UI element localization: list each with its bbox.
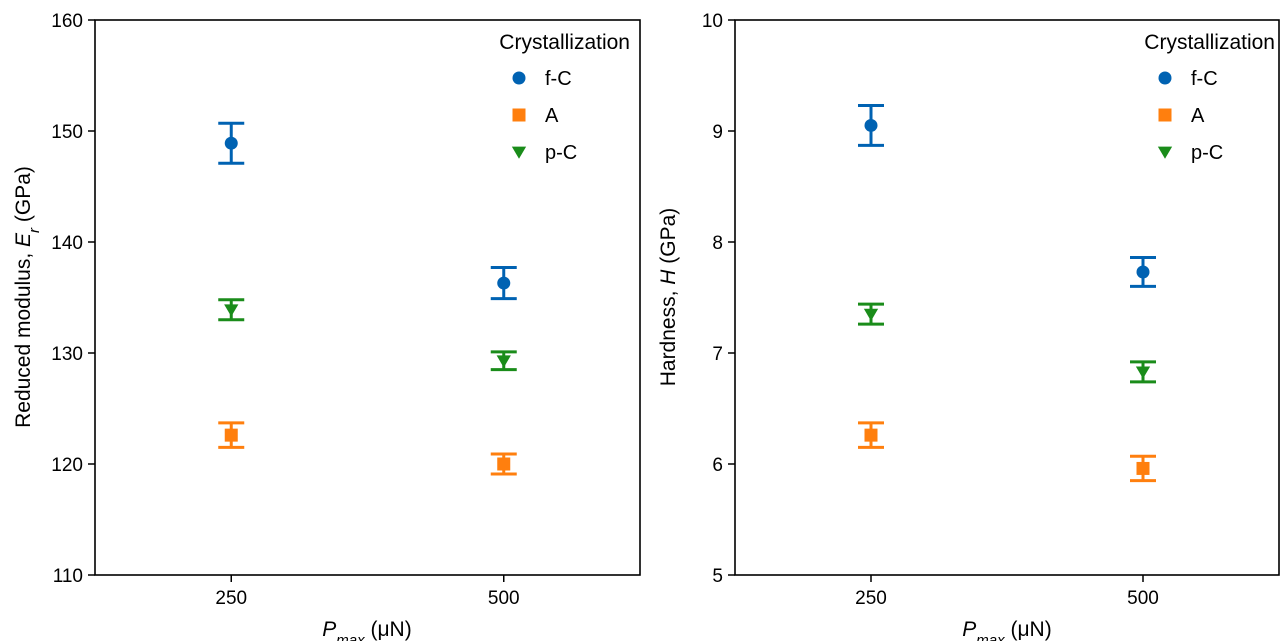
hardness-legend-title: Crystallization	[1144, 31, 1275, 54]
modulus-legend-entry-A: A	[512, 105, 559, 127]
hardness-y-tick-label: 7	[712, 344, 723, 365]
modulus-legend-title: Crystallization	[499, 31, 630, 54]
hardness-y-tick-label: 10	[702, 11, 723, 32]
modulus-y-tick-label: 120	[51, 455, 83, 476]
hardness-y-tick-label: 8	[712, 233, 723, 254]
data-point-triangle-down	[863, 308, 879, 321]
modulus-point-f-C-250	[218, 121, 245, 165]
hardness-legend-entry-A: A	[1158, 105, 1205, 127]
hardness-point-p-C-250	[858, 302, 884, 326]
modulus-data-marks	[218, 121, 517, 476]
modulus-y-axis-label: Reduced modulus, Er (GPa)	[12, 166, 43, 428]
hardness-y-tick-label: 5	[712, 566, 723, 587]
hardness-x-tick-label: 500	[1127, 588, 1159, 609]
data-point-square	[864, 428, 878, 442]
hardness-legend-items: f-C Ap-C	[1157, 68, 1223, 164]
legend-marker-circle	[1158, 71, 1172, 85]
data-point-triangle-down	[224, 304, 239, 317]
modulus-point-A-250	[218, 421, 245, 449]
legend-label: f-C	[1191, 68, 1218, 90]
data-point-square	[497, 457, 511, 471]
hardness-point-p-C-500	[1130, 360, 1156, 384]
modulus-x-tick-label: 250	[215, 588, 247, 609]
modulus-legend-entry-p-C: p-C	[511, 142, 577, 164]
chart-panel-hardness: 5 6 7 8 9 10 250 500 Pmax (μN) Hardness, H (GP…	[657, 11, 1280, 641]
modulus-legend-items: f-C Ap-C	[511, 68, 577, 164]
modulus-y-tick-label: 160	[51, 11, 83, 32]
hardness-y-tick-label: 6	[712, 455, 723, 476]
data-point-circle	[224, 136, 238, 150]
hardness-point-f-C-500	[1130, 256, 1156, 288]
hardness-point-A-500	[1130, 454, 1156, 483]
hardness-legend-entry-f-C: f-C	[1158, 68, 1218, 90]
legend-label: p-C	[1191, 142, 1223, 164]
modulus-y-tick-label: 150	[51, 122, 83, 143]
hardness-x-tick-label: 250	[855, 588, 887, 609]
hardness-plot-frame	[734, 19, 1280, 576]
data-point-square	[1136, 461, 1150, 475]
modulus-y-tick-label: 140	[51, 233, 83, 254]
modulus-y-tick-label: 110	[53, 566, 83, 587]
chart-panel-modulus: 110 120 130 140 150 160 250 500 Pmax (μN) Redu…	[12, 11, 641, 641]
modulus-x-axis-label: Pmax (μN)	[322, 618, 411, 641]
legend-marker-square	[512, 108, 526, 122]
legend-marker-circle	[512, 71, 526, 85]
data-point-triangle-down	[1135, 366, 1151, 379]
hardness-data-marks	[858, 103, 1156, 483]
modulus-y-ticks: 110 120 130 140 150 160	[51, 11, 95, 587]
hardness-x-axis-label: Pmax (μN)	[962, 618, 1051, 641]
modulus-point-p-C-250	[218, 298, 245, 322]
hardness-y-axis-label: Hardness, H (GPa)	[657, 208, 680, 387]
data-point-circle	[497, 276, 511, 290]
data-point-square	[224, 428, 238, 442]
legend-label: A	[545, 105, 559, 127]
hardness-point-f-C-250	[858, 103, 884, 147]
modulus-legend: Crystallization f-C Ap-C	[499, 31, 630, 164]
hardness-point-A-250	[858, 421, 884, 449]
legend-marker-triangle-down	[511, 146, 527, 159]
modulus-y-tick-label: 130	[51, 344, 83, 365]
modulus-x-ticks: 250 500	[215, 575, 520, 609]
modulus-point-A-500	[490, 452, 517, 476]
data-point-triangle-down	[496, 355, 511, 368]
modulus-point-f-C-500	[490, 266, 517, 301]
hardness-y-tick-label: 9	[712, 122, 723, 143]
legend-marker-square	[1158, 108, 1172, 122]
modulus-x-tick-label: 500	[488, 588, 520, 609]
legend-label: p-C	[545, 142, 577, 164]
modulus-plot-frame	[94, 19, 641, 576]
hardness-legend-entry-p-C: p-C	[1157, 142, 1223, 164]
modulus-legend-entry-f-C: f-C	[512, 68, 572, 90]
data-point-circle	[864, 118, 878, 132]
hardness-y-ticks: 5 6 7 8 9 10	[702, 11, 735, 587]
legend-marker-triangle-down	[1157, 146, 1173, 159]
hardness-x-ticks: 250 500	[855, 575, 1159, 609]
modulus-point-p-C-500	[490, 350, 517, 372]
legend-label: A	[1191, 105, 1205, 127]
legend-label: f-C	[545, 68, 572, 90]
data-point-circle	[1136, 265, 1150, 279]
hardness-legend: Crystallization f-C Ap-C	[1144, 31, 1275, 164]
